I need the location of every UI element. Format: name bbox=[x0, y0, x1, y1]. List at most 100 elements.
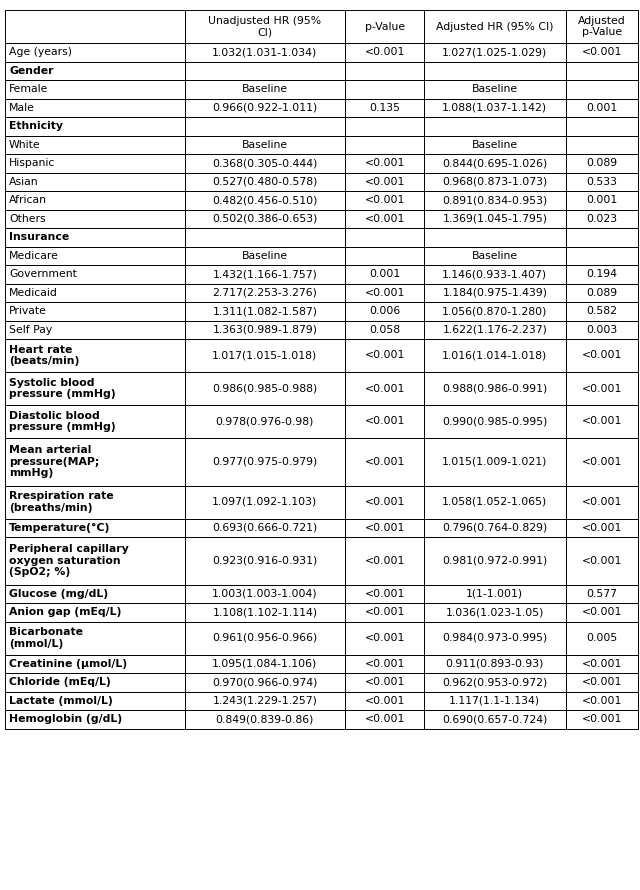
Text: 0.003: 0.003 bbox=[586, 325, 618, 335]
Bar bbox=[566, 372, 638, 405]
Text: Ethnicity: Ethnicity bbox=[9, 121, 63, 131]
Text: Baseline: Baseline bbox=[242, 140, 288, 150]
Text: Anion gap (mEq/L): Anion gap (mEq/L) bbox=[9, 607, 122, 618]
Bar bbox=[5, 603, 184, 621]
Bar bbox=[184, 61, 345, 80]
Text: Government: Government bbox=[9, 270, 77, 279]
Text: 0.796(0.764-0.829): 0.796(0.764-0.829) bbox=[442, 522, 547, 533]
Text: <0.001: <0.001 bbox=[364, 417, 404, 426]
Text: 0.844(0.695-1.026): 0.844(0.695-1.026) bbox=[442, 158, 547, 168]
Text: <0.001: <0.001 bbox=[364, 457, 404, 466]
Bar bbox=[5, 284, 184, 302]
Text: 0.001: 0.001 bbox=[586, 195, 618, 206]
Text: White: White bbox=[9, 140, 40, 150]
Bar bbox=[184, 519, 345, 537]
Bar bbox=[424, 339, 566, 372]
Bar bbox=[566, 438, 638, 486]
Text: 1.108(1.102-1.114): 1.108(1.102-1.114) bbox=[212, 607, 317, 618]
Text: 0.527(0.480-0.578): 0.527(0.480-0.578) bbox=[212, 177, 317, 187]
Bar bbox=[566, 80, 638, 99]
Bar bbox=[5, 710, 184, 729]
Text: 1.363(0.989-1.879): 1.363(0.989-1.879) bbox=[212, 325, 317, 335]
Bar bbox=[345, 228, 424, 247]
Bar bbox=[345, 284, 424, 302]
Text: <0.001: <0.001 bbox=[364, 195, 404, 206]
Bar bbox=[566, 135, 638, 154]
Text: 0.923(0.916-0.931): 0.923(0.916-0.931) bbox=[212, 555, 317, 566]
Text: Systolic blood
pressure (mmHg): Systolic blood pressure (mmHg) bbox=[9, 377, 116, 400]
Text: 0.502(0.386-0.653): 0.502(0.386-0.653) bbox=[212, 214, 317, 223]
Text: 0.690(0.657-0.724): 0.690(0.657-0.724) bbox=[442, 715, 547, 724]
Bar bbox=[424, 585, 566, 603]
Bar bbox=[345, 710, 424, 729]
Bar bbox=[5, 519, 184, 537]
Text: 0.984(0.973-0.995): 0.984(0.973-0.995) bbox=[442, 633, 547, 643]
Bar bbox=[5, 135, 184, 154]
Bar bbox=[566, 154, 638, 173]
Text: 1.184(0.975-1.439): 1.184(0.975-1.439) bbox=[442, 287, 547, 298]
Bar bbox=[184, 405, 345, 438]
Bar bbox=[184, 228, 345, 247]
Text: <0.001: <0.001 bbox=[364, 677, 404, 687]
Bar bbox=[184, 247, 345, 265]
Bar bbox=[184, 173, 345, 191]
Bar bbox=[345, 173, 424, 191]
Text: Male: Male bbox=[9, 102, 35, 113]
Bar bbox=[424, 621, 566, 654]
Bar bbox=[184, 372, 345, 405]
Bar bbox=[5, 339, 184, 372]
Text: 0.582: 0.582 bbox=[586, 306, 618, 316]
Text: Temperature(°C): Temperature(°C) bbox=[9, 522, 110, 533]
Bar bbox=[566, 10, 638, 43]
Bar bbox=[345, 43, 424, 61]
Bar bbox=[5, 654, 184, 673]
Bar bbox=[424, 247, 566, 265]
Bar bbox=[424, 438, 566, 486]
Text: <0.001: <0.001 bbox=[364, 47, 404, 57]
Bar bbox=[184, 438, 345, 486]
Text: 1.015(1.009-1.021): 1.015(1.009-1.021) bbox=[442, 457, 547, 466]
Bar bbox=[345, 603, 424, 621]
Bar bbox=[424, 654, 566, 673]
Bar bbox=[345, 621, 424, 654]
Text: Heart rate
(beats/min): Heart rate (beats/min) bbox=[9, 344, 79, 367]
Bar bbox=[424, 372, 566, 405]
Bar bbox=[424, 135, 566, 154]
Bar bbox=[424, 320, 566, 339]
Bar bbox=[5, 99, 184, 117]
Text: 1.003(1.003-1.004): 1.003(1.003-1.004) bbox=[212, 589, 317, 599]
Bar bbox=[345, 209, 424, 228]
Bar bbox=[345, 405, 424, 438]
Bar bbox=[424, 99, 566, 117]
Bar bbox=[424, 228, 566, 247]
Bar bbox=[424, 692, 566, 710]
Text: 1.016(1.014-1.018): 1.016(1.014-1.018) bbox=[442, 351, 547, 360]
Bar bbox=[345, 154, 424, 173]
Text: p-Value: p-Value bbox=[365, 21, 404, 31]
Bar bbox=[345, 537, 424, 585]
Text: Creatinine (μmol/L): Creatinine (μmol/L) bbox=[9, 659, 127, 668]
Bar bbox=[424, 302, 566, 320]
Text: Chloride (mEq/L): Chloride (mEq/L) bbox=[9, 677, 111, 687]
Text: Baseline: Baseline bbox=[472, 140, 518, 150]
Text: Unadjusted HR (95%
CI): Unadjusted HR (95% CI) bbox=[208, 16, 321, 37]
Text: 0.005: 0.005 bbox=[586, 633, 618, 643]
Text: Hispanic: Hispanic bbox=[9, 158, 56, 168]
Bar bbox=[345, 372, 424, 405]
Text: 0.577: 0.577 bbox=[586, 589, 618, 599]
Bar bbox=[566, 284, 638, 302]
Text: 0.978(0.976-0.98): 0.978(0.976-0.98) bbox=[216, 417, 314, 426]
Bar bbox=[424, 80, 566, 99]
Text: Self Pay: Self Pay bbox=[9, 325, 52, 335]
Bar bbox=[184, 710, 345, 729]
Bar bbox=[5, 10, 184, 43]
Bar bbox=[566, 43, 638, 61]
Bar bbox=[5, 486, 184, 519]
Text: <0.001: <0.001 bbox=[364, 715, 404, 724]
Bar bbox=[5, 228, 184, 247]
Bar bbox=[566, 320, 638, 339]
Bar bbox=[184, 339, 345, 372]
Text: <0.001: <0.001 bbox=[582, 47, 622, 57]
Text: <0.001: <0.001 bbox=[364, 522, 404, 533]
Text: 1(1-1.001): 1(1-1.001) bbox=[467, 589, 524, 599]
